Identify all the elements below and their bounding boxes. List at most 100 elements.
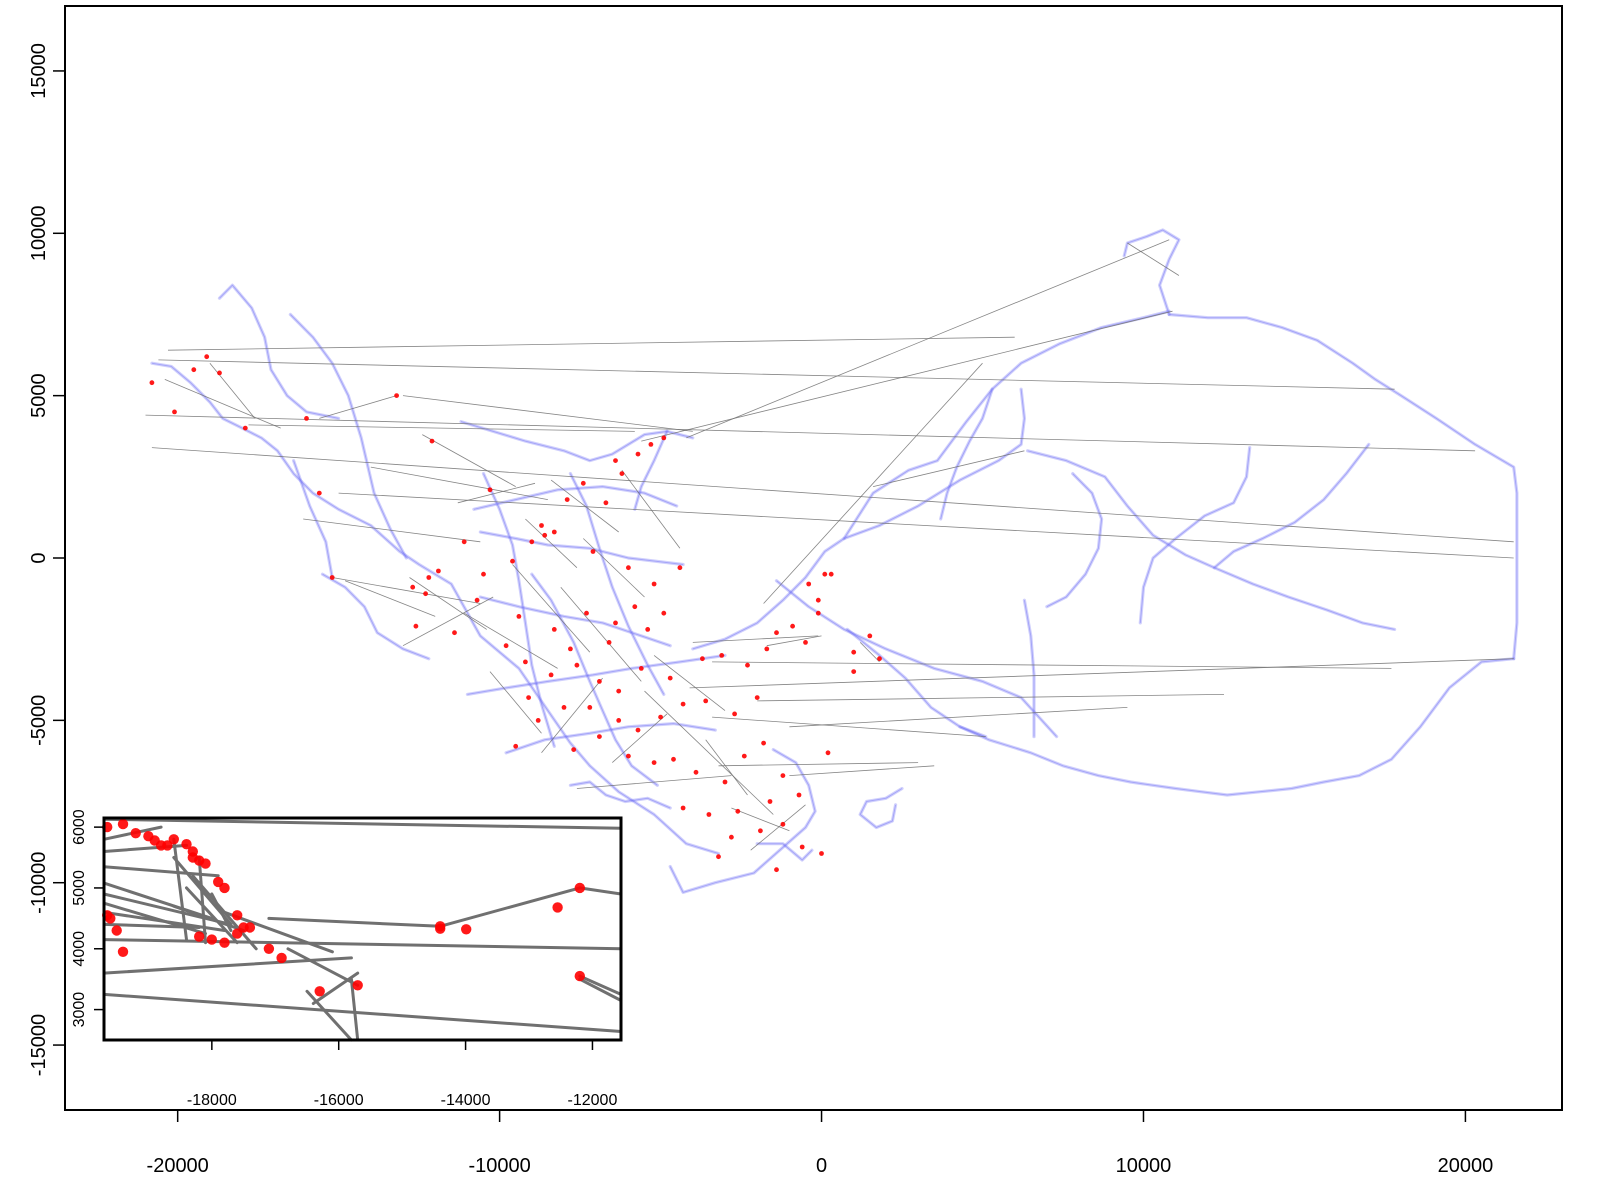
inset-data-point [168, 834, 179, 845]
data-point [700, 656, 705, 662]
data-point [574, 662, 580, 668]
data-point [539, 523, 544, 528]
inset-data-point [105, 913, 116, 924]
link-line [712, 716, 986, 737]
link-line [621, 470, 681, 549]
link-line [319, 395, 397, 419]
road-segment [691, 309, 1171, 651]
data-point [551, 627, 557, 632]
link-line [576, 775, 732, 789]
road-segment [958, 657, 1516, 797]
inset-link-line [286, 947, 360, 987]
data-point [304, 416, 309, 421]
link-line [612, 713, 668, 763]
road-segment [858, 786, 904, 830]
link-line [712, 661, 1392, 669]
main-y-axis: -15000 -10000 -5000 0 5000 10000 15000 [28, 43, 65, 1076]
inset-data-point [130, 828, 141, 839]
data-point [616, 718, 622, 723]
data-point [722, 779, 728, 785]
data-point [217, 370, 222, 376]
main-y-tick-label: -15000 [28, 1014, 50, 1076]
data-point [172, 409, 177, 415]
road-centerline [322, 573, 429, 660]
inset-data-points [102, 818, 585, 997]
inset-data-point [219, 882, 230, 894]
road-segment [774, 579, 1059, 739]
data-point [329, 575, 335, 580]
road-centerline [634, 431, 668, 510]
link-line [641, 310, 1173, 442]
data-point [815, 597, 821, 603]
link-line [692, 635, 819, 643]
road-centerline [531, 573, 658, 786]
inset-x-axis: -18000 -16000 -14000 -12000 [187, 1040, 617, 1109]
link-line [859, 642, 880, 663]
data-point [548, 672, 554, 678]
main-y-tick-label: -5000 [28, 695, 50, 746]
inset-data-point [200, 858, 211, 869]
road-segment [465, 653, 727, 697]
road-segment [845, 627, 988, 739]
main-plot: -20000 -10000 0 10000 20000 -15000 -10000 -500… [28, 5, 1563, 1177]
road-segment [1025, 449, 1397, 632]
data-point [461, 539, 467, 545]
data-point [851, 649, 857, 655]
data-point [774, 630, 779, 636]
data-point [571, 747, 577, 752]
inset-data-point [314, 986, 325, 997]
road-segment [530, 572, 660, 787]
link-line [560, 586, 642, 682]
data-point [819, 851, 824, 856]
road-segment [292, 459, 334, 580]
data-point [719, 653, 725, 658]
road-segment [939, 387, 994, 521]
inset-link-line [102, 922, 201, 929]
link-line [489, 671, 542, 734]
link-line [402, 596, 494, 647]
data-point [735, 808, 741, 814]
road-centerline [959, 658, 1514, 796]
road-segment [481, 472, 556, 748]
road-segment [472, 485, 679, 511]
data-point [774, 867, 779, 873]
road-segment [568, 472, 666, 697]
data-point [619, 471, 625, 476]
link-line [457, 482, 536, 504]
road-segment [288, 312, 408, 560]
inset-y-axis: 3000 4000 5000 6000 [71, 809, 104, 1027]
data-point [606, 640, 612, 645]
inset-link-line [102, 817, 623, 830]
data-point [822, 571, 828, 577]
inset-y-tick-label: 6000 [71, 809, 88, 845]
road-centerline [505, 723, 716, 754]
data-point [526, 695, 531, 700]
main-x-tick-label: -10000 [468, 1155, 530, 1177]
inset-data-point [206, 934, 217, 945]
main-y-tick-label: 0 [28, 552, 50, 563]
link-line [718, 762, 919, 767]
road-segment [459, 420, 695, 463]
inset-link-line [578, 974, 623, 996]
link-line [731, 807, 790, 832]
inset-data-point [219, 937, 230, 948]
inset-link-line [191, 874, 258, 951]
data-point [316, 490, 322, 496]
data-point [745, 662, 750, 668]
inset-link-line [197, 856, 207, 945]
road-centerline [290, 314, 407, 559]
inset-link-line [578, 886, 623, 896]
data-point [767, 799, 773, 804]
data-point [597, 679, 602, 684]
inset-data-point [263, 943, 275, 954]
data-point [564, 497, 570, 502]
main-x-tick-label: 20000 [1438, 1155, 1494, 1177]
road-centerline [480, 531, 684, 565]
data-point [429, 438, 435, 444]
inset-link-line [311, 971, 360, 1005]
inset-x-tick-label: -14000 [441, 1092, 491, 1109]
road-centerline [1123, 229, 1180, 315]
inset-background [104, 818, 621, 1040]
road-segment [1167, 312, 1519, 661]
road-centerline [692, 310, 1170, 650]
